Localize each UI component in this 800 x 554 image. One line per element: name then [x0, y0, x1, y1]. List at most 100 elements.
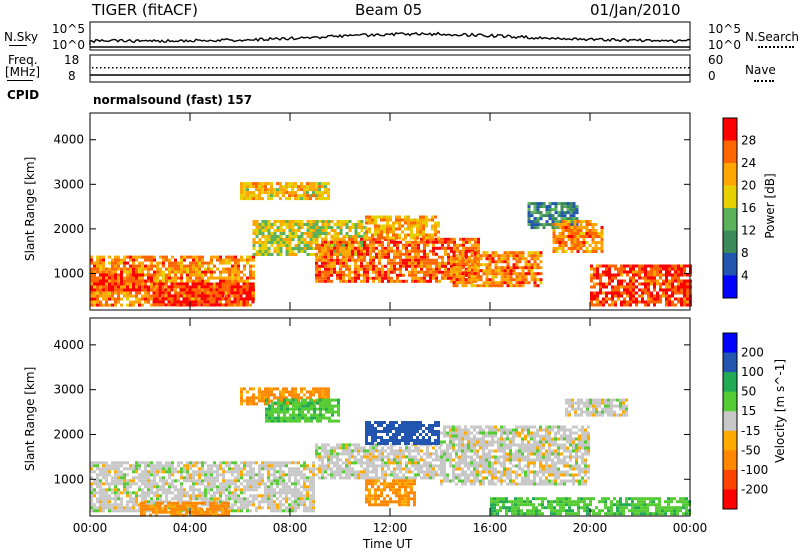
power-cell — [249, 182, 252, 186]
power-cell — [102, 255, 105, 259]
power-cell — [330, 267, 333, 271]
power-cell — [239, 285, 243, 289]
power-cell — [402, 246, 405, 250]
power-cell — [380, 224, 383, 228]
velocity-cell — [192, 482, 195, 486]
power-cell — [561, 232, 565, 235]
power-cell — [527, 266, 531, 270]
power-cell — [680, 300, 683, 304]
power-cell — [416, 233, 419, 237]
power-cell — [209, 294, 213, 298]
power-cell — [96, 297, 99, 301]
power-cell — [533, 251, 537, 255]
power-cell — [330, 255, 333, 259]
power-cell — [315, 255, 318, 259]
power-cell — [152, 282, 156, 286]
power-cell — [582, 226, 586, 229]
power-cell — [450, 240, 453, 244]
velocity-cell — [194, 513, 197, 517]
velocity-cell — [390, 461, 393, 465]
power-cell — [548, 211, 552, 215]
power-cell — [267, 188, 270, 192]
power-cell — [141, 270, 144, 274]
power-cell — [231, 267, 234, 271]
power-cell — [195, 267, 198, 271]
power-cell — [267, 223, 271, 226]
velocity-cell — [276, 387, 279, 391]
velocity-cell — [153, 482, 156, 486]
power-cell — [147, 258, 150, 262]
velocity-cell — [315, 390, 318, 394]
power-cell — [429, 258, 432, 262]
velocity-cell — [261, 497, 264, 501]
power-cell — [108, 279, 111, 283]
power-cell — [285, 185, 288, 189]
power-cell — [318, 267, 321, 271]
velocity-cell — [372, 464, 375, 468]
power-cell — [258, 185, 261, 189]
velocity-cell — [219, 482, 222, 486]
power-cell — [608, 303, 611, 307]
power-cell — [170, 285, 174, 289]
power-cell — [99, 288, 102, 292]
power-cell — [539, 266, 543, 270]
velocity-cell — [276, 479, 279, 483]
velocity-cell — [204, 473, 207, 477]
power-cell — [461, 281, 465, 285]
velocity-cell — [191, 501, 194, 505]
velocity-cell — [246, 506, 249, 510]
power-cell — [390, 240, 393, 244]
power-cell — [467, 266, 471, 270]
power-cell — [108, 267, 111, 271]
power-cell — [306, 253, 310, 256]
power-cell — [282, 229, 286, 232]
velocity-cell — [283, 410, 286, 414]
power-cell — [165, 267, 168, 271]
power-cell — [249, 264, 252, 268]
power-cell — [473, 278, 477, 282]
power-cell — [422, 230, 425, 234]
power-cell — [288, 185, 291, 189]
power-cell — [312, 182, 315, 186]
power-cell — [509, 272, 513, 276]
power-cell — [452, 263, 456, 267]
power-cell — [512, 272, 516, 276]
power-cell — [194, 297, 198, 301]
power-cell — [195, 270, 198, 274]
power-cell — [573, 232, 577, 235]
power-cell — [318, 255, 321, 259]
velocity-cell — [180, 470, 183, 474]
velocity-cell — [331, 398, 334, 402]
power-cell — [276, 191, 279, 195]
power-cell — [276, 241, 280, 244]
power-cell — [324, 240, 327, 244]
velocity-cell — [144, 467, 147, 471]
power-cell — [605, 273, 608, 277]
power-cell — [614, 273, 617, 277]
power-cell — [258, 253, 262, 256]
nsearch-label: N.Search — [745, 30, 800, 44]
power-cell — [360, 247, 364, 250]
power-cell — [90, 255, 93, 259]
power-cell — [614, 300, 617, 304]
velocity-cell — [237, 497, 240, 501]
power-cell — [629, 291, 632, 295]
velocity-cell — [171, 485, 174, 489]
velocity-cell — [273, 470, 276, 474]
power-cell — [225, 261, 228, 265]
power-cell — [261, 182, 264, 186]
power-cell — [461, 260, 465, 264]
velocity-cell — [273, 387, 276, 391]
power-cell — [408, 258, 411, 262]
power-cell — [435, 252, 438, 256]
power-cell — [194, 285, 198, 289]
velocity-cell — [336, 446, 339, 450]
power-cell — [647, 273, 650, 277]
velocity-cell — [182, 501, 185, 505]
power-cell — [237, 258, 240, 262]
velocity-cell — [231, 497, 234, 501]
power-cell — [282, 191, 285, 195]
power-cell — [567, 220, 571, 223]
power-cell — [408, 273, 411, 277]
power-cell — [518, 257, 522, 261]
